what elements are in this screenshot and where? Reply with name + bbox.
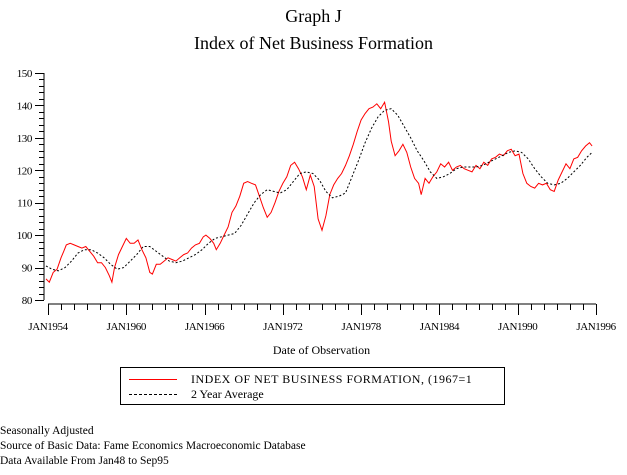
legend: INDEX OF NET BUSINESS FORMATION, (1967=1… bbox=[120, 367, 505, 405]
series-layer bbox=[45, 100, 593, 285]
chart-title: Graph J bbox=[285, 6, 342, 26]
legend-item-index: INDEX OF NET BUSINESS FORMATION, (1967=1 bbox=[129, 372, 472, 386]
x-tick-label: JAN1978 bbox=[341, 321, 381, 333]
x-tick-label: JAN1996 bbox=[576, 321, 616, 333]
x-tick-label: JAN1960 bbox=[107, 321, 147, 333]
y-tick-label: 80 bbox=[22, 295, 33, 307]
x-tick-label: JAN1990 bbox=[498, 321, 538, 333]
y-tick-label: 90 bbox=[22, 263, 33, 275]
legend-label-average: 2 Year Average bbox=[191, 386, 264, 401]
series-line-2yr-average bbox=[45, 108, 593, 272]
legend-swatch-index bbox=[129, 378, 177, 380]
x-tick-label: JAN1984 bbox=[420, 321, 460, 333]
legend-swatch-average bbox=[129, 393, 177, 395]
y-tick-label: 140 bbox=[17, 100, 33, 112]
footnotes: Seasonally Adjusted Source of Basic Data… bbox=[0, 424, 306, 469]
series-line-index bbox=[45, 100, 593, 285]
y-tick-label: 120 bbox=[17, 165, 33, 177]
y-tick-label: 130 bbox=[17, 133, 33, 145]
x-tick-label: JAN1954 bbox=[28, 321, 68, 333]
x-tick-label: JAN1972 bbox=[263, 321, 302, 333]
chart-subtitle: Index of Net Business Formation bbox=[194, 33, 433, 53]
footnote-availability: Data Available From Jan48 to Sep95 bbox=[0, 455, 169, 467]
footnote-seasonal: Seasonally Adjusted bbox=[0, 425, 94, 437]
x-axis-title: Date of Observation bbox=[272, 343, 371, 357]
legend-item-average: 2 Year Average bbox=[129, 387, 264, 401]
x-tick-label: JAN1966 bbox=[185, 321, 225, 333]
y-tick-label: 110 bbox=[17, 198, 33, 210]
legend-label-index: INDEX OF NET BUSINESS FORMATION, (1967=1 bbox=[191, 371, 473, 386]
axes: 80 90 100 110 120 130 140 150 JAN1954 JAN1960 JAN1… bbox=[17, 68, 617, 333]
y-tick-label: 150 bbox=[17, 68, 33, 80]
footnote-source: Source of Basic Data: Fame Economics Mac… bbox=[0, 440, 306, 452]
y-tick-label: 100 bbox=[17, 230, 33, 242]
